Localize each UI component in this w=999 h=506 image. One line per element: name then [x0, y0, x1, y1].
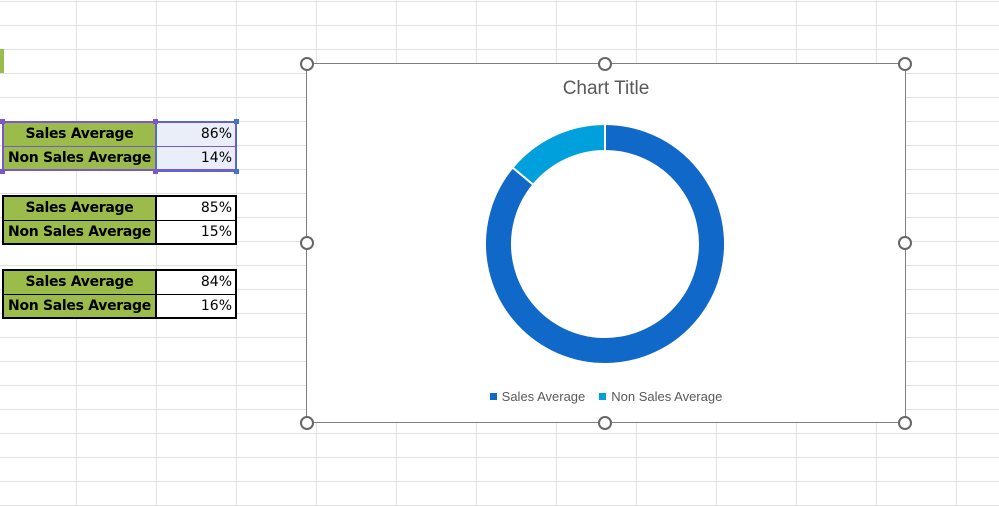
label-cell[interactable]: Sales Average	[4, 123, 157, 146]
filled-cell-strip[interactable]	[0, 49, 4, 73]
donut-slice-non-sales-average[interactable]	[511, 122, 606, 187]
donut-slice-sales-average[interactable]	[484, 122, 726, 365]
value-cell[interactable]: 15%	[200, 224, 232, 240]
legend-swatch	[599, 393, 607, 400]
range-handle[interactable]	[153, 119, 158, 124]
resize-handle-top-left[interactable]	[300, 57, 314, 71]
legend-entry[interactable]: Sales Average	[489, 389, 586, 404]
range-handle[interactable]	[153, 169, 158, 174]
resize-handle-bottom-right[interactable]	[898, 416, 912, 430]
data-table-2: Sales Average 85% Non Sales Average 15%	[2, 195, 237, 245]
resize-handle-right[interactable]	[898, 236, 912, 250]
label-cell[interactable]: Non Sales Average	[4, 147, 157, 169]
doughnut-plot[interactable]	[307, 64, 905, 422]
resize-handle-left[interactable]	[300, 236, 314, 250]
legend-label: Sales Average	[501, 389, 586, 404]
table-row: Sales Average 85%	[4, 197, 235, 220]
legend-swatch	[489, 393, 497, 400]
range-handle[interactable]	[0, 169, 5, 174]
resize-handle-bottom-left[interactable]	[300, 416, 314, 430]
resize-handle-top-right[interactable]	[898, 57, 912, 71]
value-cell[interactable]: 84%	[200, 274, 232, 290]
table-row: Non Sales Average 14%	[4, 146, 235, 169]
resize-handle-bottom[interactable]	[598, 416, 612, 430]
table-row: Non Sales Average 16%	[4, 294, 235, 317]
legend-entry[interactable]: Non Sales Average	[599, 389, 722, 404]
label-cell[interactable]: Sales Average	[4, 197, 157, 220]
range-handle[interactable]	[234, 119, 239, 124]
value-cell[interactable]: 86%	[157, 123, 235, 146]
doughnut-chart[interactable]: Chart Title Sales Average Non Sales Avera…	[306, 63, 906, 423]
label-cell[interactable]: Sales Average	[4, 271, 157, 294]
range-handle[interactable]	[234, 169, 239, 174]
table-row: Sales Average 84%	[4, 271, 235, 294]
chart-title[interactable]: Chart Title	[562, 78, 650, 99]
value-cell[interactable]: 85%	[200, 200, 232, 216]
value-cell[interactable]: 14%	[157, 147, 235, 169]
value-cell[interactable]: 16%	[200, 298, 232, 314]
label-cell[interactable]: Non Sales Average	[4, 221, 157, 243]
data-table-1: Sales Average 86% Non Sales Average 14%	[2, 121, 237, 171]
data-table-3: Sales Average 84% Non Sales Average 16%	[2, 269, 237, 319]
chart-legend[interactable]: Sales Average Non Sales Average	[307, 389, 905, 404]
table-row: Non Sales Average 15%	[4, 220, 235, 243]
legend-label: Non Sales Average	[611, 389, 723, 404]
label-cell[interactable]: Non Sales Average	[4, 295, 157, 317]
resize-handle-top[interactable]	[598, 57, 612, 71]
table-row: Sales Average 86%	[4, 123, 235, 146]
range-handle[interactable]	[0, 119, 5, 124]
